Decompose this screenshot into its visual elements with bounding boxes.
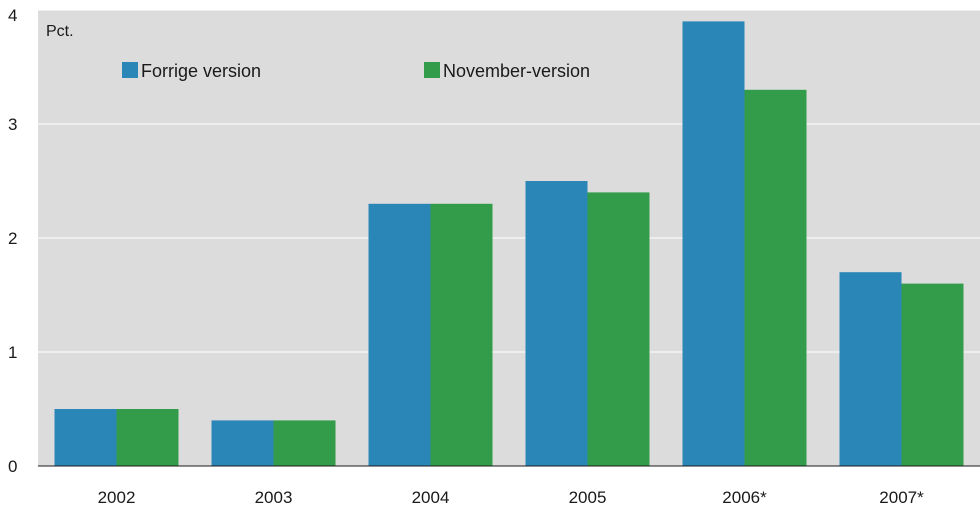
bar-series-2 — [273, 420, 336, 466]
x-tick-label: 2005 — [569, 488, 607, 507]
x-tick-label: 2007* — [879, 488, 924, 507]
legend: Forrige version November-version — [122, 61, 590, 81]
legend-swatch-series-2 — [424, 62, 440, 78]
bar-series-2 — [901, 283, 964, 466]
bar-series-1 — [54, 409, 117, 466]
bar-series-2 — [744, 89, 807, 467]
bar-series-1 — [525, 181, 588, 466]
bar-series-1 — [211, 420, 274, 466]
legend-label-series-2: November-version — [443, 61, 590, 81]
bar-series-1 — [682, 21, 745, 467]
y-tick-label: 1 — [8, 343, 17, 362]
y-tick-label: 2 — [8, 229, 17, 248]
bar-series-1 — [839, 272, 902, 466]
bar-series-2 — [587, 192, 650, 466]
legend-label-series-1: Forrige version — [141, 61, 261, 81]
y-tick-label: 0 — [8, 457, 17, 476]
x-tick-label: 2006* — [722, 488, 767, 507]
y-tick-labels: 0 1 2 3 4 — [8, 6, 17, 476]
bars-group — [54, 21, 964, 467]
y-unit-label: Pct. — [46, 23, 74, 40]
bar-series-2 — [430, 203, 493, 467]
gridlines — [38, 9, 980, 353]
y-tick-label: 3 — [8, 115, 17, 134]
bar-series-2 — [116, 409, 179, 466]
x-tick-labels: 2002 2003 2004 2005 2006* 2007* — [98, 488, 925, 507]
x-tick-label: 2002 — [98, 488, 136, 507]
bar-series-1 — [368, 203, 431, 467]
x-tick-label: 2004 — [412, 488, 450, 507]
legend-swatch-series-1 — [122, 62, 138, 78]
y-tick-label: 4 — [8, 6, 17, 25]
x-tick-label: 2003 — [255, 488, 293, 507]
